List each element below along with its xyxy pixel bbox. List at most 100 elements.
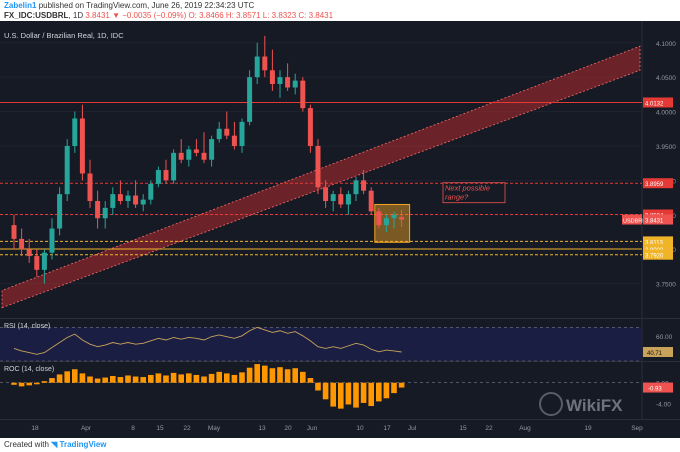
roc-bar [34,382,40,385]
candle-body [209,139,215,160]
time-tick-label: Aug [519,425,531,432]
roc-bar [110,375,116,383]
footer: Created with ◥ TradingView [0,438,680,452]
symbol-badge-label: USDBRL [623,219,645,225]
roc-bar [125,375,131,383]
roc-bar [208,373,215,383]
roc-value-badge [643,382,673,393]
roc-bar [117,377,124,383]
roc-bar [224,373,230,383]
candle-body [345,194,351,205]
candle-body [330,194,336,202]
candle-body [368,190,374,212]
timeframe: 1D [72,11,84,20]
publish-info: Zabelin1 published on TradingView.com, J… [4,1,254,10]
candle-body [125,195,131,202]
chart-area[interactable]: 3.75003.80003.85003.90003.95004.00004.05… [0,21,680,438]
candle-body [11,225,17,239]
time-tick-label: 10 [356,425,364,432]
candle-body [323,187,329,202]
publisher-name[interactable]: Zabelin1 [4,1,37,10]
roc-bar [163,375,169,383]
roc-bar [132,376,139,383]
time-tick-label: 18 [31,425,39,432]
candle-body [399,217,405,220]
roc-bar [18,382,25,387]
candle-body [292,80,298,88]
time-tick-label: 15 [156,425,164,432]
roc-bar [155,373,162,383]
published-text: published on TradingView.com, June 26, 2… [38,1,255,10]
roc-bar [246,367,253,383]
roc-bar [398,382,405,388]
rsi-line [13,326,402,355]
roc-bar [72,369,78,383]
candle-body [201,152,207,160]
roc-bar [56,374,63,383]
candle-body [57,194,63,229]
roc-bar [201,376,207,383]
price-tick-label: 3.7500 [656,282,676,289]
roc-bar [330,382,336,407]
candle-body [391,214,397,219]
tradingview-logo-icon: ◥ [51,440,58,449]
roc-bar [345,382,352,405]
roc-bar [353,382,359,408]
roc-bar [277,367,283,383]
level-label: 3.8959 [645,182,664,188]
level-label: 4.0132 [645,101,664,107]
candle-body [277,77,283,85]
candle-body [41,252,47,270]
tradingview-link[interactable]: TradingView [59,440,107,449]
candle-body [171,152,177,181]
candle-body [338,194,344,205]
level-label: 3.8113 [645,240,664,246]
candle-body [148,183,154,200]
candle-body [140,199,146,205]
candle-body [133,195,139,205]
rsi-tick-label: 60.00 [656,334,673,341]
candle-body [315,145,321,188]
rsi-title: RSI (14, close) [4,323,50,330]
last-price-badge [643,214,673,225]
roc-bar [368,382,374,407]
roc-bar [140,377,146,383]
annotation-box [442,182,506,204]
rsi-value-badge [643,347,673,358]
candle-body [216,128,222,140]
candle-body [95,201,101,219]
candle-body [117,194,123,202]
roc-bar [49,378,55,383]
price-tick-label: 4.1000 [656,41,676,48]
candle-body [34,256,40,270]
time-tick-label: Sep [631,425,643,432]
time-tick-label: 17 [383,425,391,432]
created-with-label: Created with [4,440,49,449]
candle-body [262,56,268,71]
roc-bar [307,378,314,383]
roc-bar [193,374,200,383]
time-tick-label: Apr [81,425,92,432]
level-badge [643,178,673,189]
roc-bar [94,378,101,383]
level-label: 3.7920 [645,254,664,260]
candle-body [49,228,55,253]
time-tick-label: May [208,425,221,432]
chart-svg[interactable]: 3.75003.80003.85003.90003.95004.00004.05… [0,21,680,438]
roc-bar [178,374,184,383]
roc-bar [269,368,276,383]
level-badge [643,97,673,108]
symbol-info: FX_IDC:USDBRL, 1D 3.8431 ▼ −0.0035 (−0.0… [4,11,334,20]
candle-body [285,77,291,88]
candle-body [376,211,382,226]
wikifx-logo-icon [539,392,563,416]
roc-bar [239,372,245,383]
roc-bar [41,381,48,383]
symbol-name: FX_IDC:USDBRL [4,11,69,20]
candle-body [300,80,306,109]
time-tick-label: 13 [258,425,266,432]
roc-bar [322,382,329,400]
roc-bar [79,373,86,383]
roc-bar [170,372,177,383]
candle-body [239,121,245,146]
